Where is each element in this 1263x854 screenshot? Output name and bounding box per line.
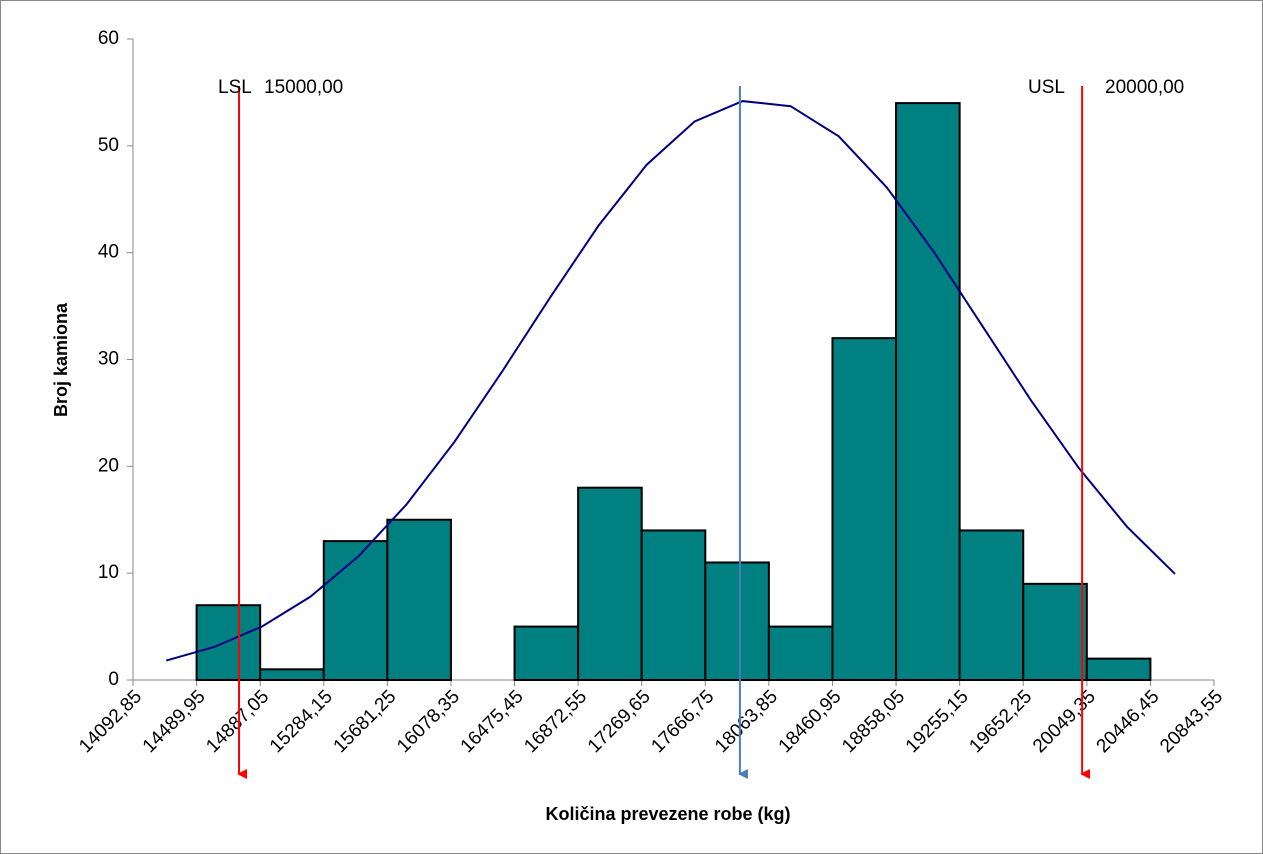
y-tick-label: 40 xyxy=(98,242,119,263)
bar xyxy=(831,337,898,681)
bar xyxy=(322,540,389,681)
bar xyxy=(513,625,580,681)
y-tick-label: 30 xyxy=(98,349,119,370)
bar xyxy=(704,561,770,682)
bar xyxy=(640,529,707,682)
y-tick-label: 50 xyxy=(98,135,119,156)
annotation: USL xyxy=(1028,77,1065,98)
x-axis-title: Količina prevezene robe (kg) xyxy=(545,804,790,824)
y-tick-label: 0 xyxy=(108,669,119,690)
annotation: 15000,00 xyxy=(264,77,343,98)
bar xyxy=(895,102,961,682)
bar xyxy=(1022,582,1088,681)
bar xyxy=(386,518,452,681)
bar xyxy=(1085,657,1152,682)
y-tick-label: 10 xyxy=(98,562,119,583)
y-tick-label: 20 xyxy=(98,455,119,476)
y-tick-label: 60 xyxy=(98,28,119,49)
annotation: LSL xyxy=(218,77,252,98)
annotation: 20000,00 xyxy=(1105,77,1184,98)
bar xyxy=(767,625,834,681)
bar xyxy=(577,486,643,682)
bar xyxy=(958,529,1025,682)
bar xyxy=(259,668,325,681)
bar xyxy=(195,604,262,682)
y-axis-title: Broj kamiona xyxy=(51,302,71,417)
normal-curve xyxy=(165,100,1176,662)
